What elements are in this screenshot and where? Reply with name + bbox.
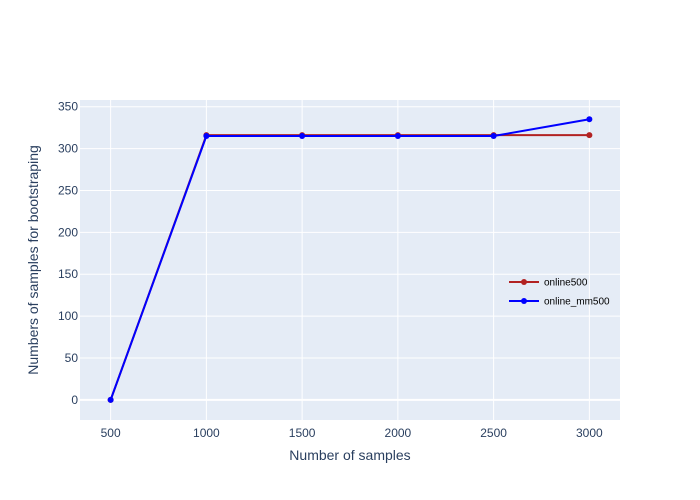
y-tick-label: 100 — [58, 309, 78, 323]
x-axis-ticks: 500 1000 1500 2000 2500 3000 — [101, 426, 603, 440]
data-point[interactable] — [107, 396, 114, 403]
legend-marker — [521, 298, 527, 304]
data-point[interactable] — [586, 116, 593, 123]
legend-item-online500[interactable]: online500 — [509, 278, 588, 289]
x-tick-label: 1000 — [193, 426, 220, 440]
y-tick-label: 250 — [58, 183, 78, 197]
x-tick-label: 2500 — [480, 426, 507, 440]
series-line — [109, 118, 590, 401]
y-tick-label: 350 — [58, 100, 78, 114]
x-axis-title: Number of samples — [289, 447, 410, 463]
y-axis-ticks: 0 50 100 150 200 250 300 350 — [58, 100, 78, 407]
y-tick-label: 0 — [71, 393, 78, 407]
legend-label: online500 — [544, 278, 588, 289]
data-point[interactable] — [394, 133, 401, 140]
data-point[interactable] — [203, 133, 210, 140]
legend-marker — [521, 279, 527, 285]
legend-item-online-mm500[interactable]: online_mm500 — [509, 297, 610, 308]
plot-area — [80, 100, 620, 420]
y-tick-label: 300 — [58, 142, 78, 156]
grid — [80, 100, 620, 420]
x-tick-label: 1500 — [289, 426, 316, 440]
data-point[interactable] — [299, 133, 306, 140]
x-tick-label: 2000 — [385, 426, 412, 440]
series-layer — [107, 116, 593, 403]
series-online-mm500 — [107, 116, 593, 403]
y-axis-title: Numbers of samples for bootstraping — [25, 145, 41, 375]
y-tick-label: 50 — [65, 351, 79, 365]
x-tick-label: 3000 — [576, 426, 603, 440]
y-tick-label: 200 — [58, 225, 78, 239]
legend-label: online_mm500 — [544, 297, 610, 308]
y-tick-label: 150 — [58, 267, 78, 281]
x-tick-label: 500 — [101, 426, 121, 440]
legend[interactable]: online500 online_mm500 — [509, 278, 610, 308]
data-point[interactable] — [490, 133, 497, 140]
data-point[interactable] — [586, 132, 593, 139]
